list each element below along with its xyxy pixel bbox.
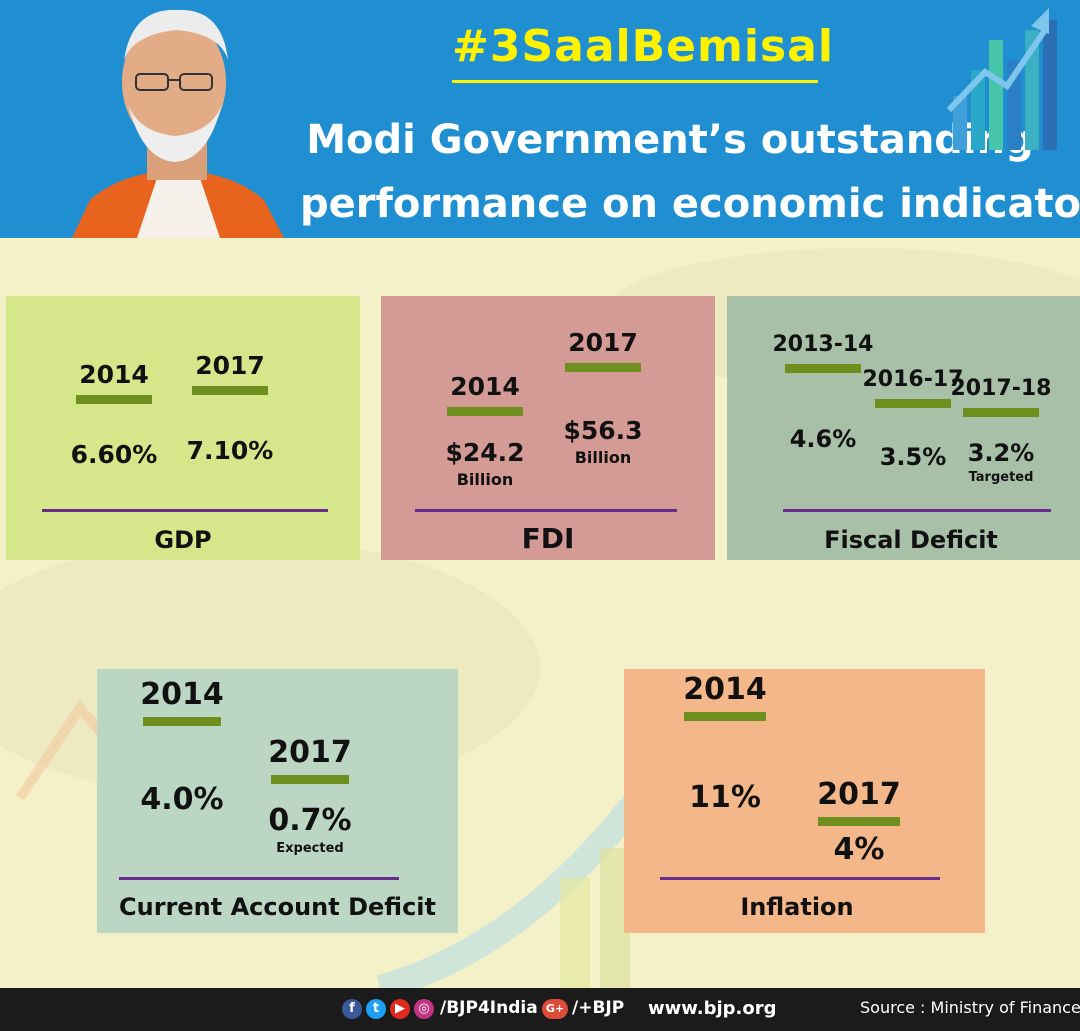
inflation-year-2014: 2014 [683, 672, 767, 707]
gdp-title: GDP [154, 526, 212, 554]
cad-bar-2014 [143, 717, 221, 877]
fiscal-bar-2017-18 [963, 408, 1039, 509]
gdp-value-2017: 7.10% [186, 435, 274, 465]
gdp-panel: 2014 2017 6.60% 7.10% GDP [6, 296, 360, 560]
fdi-baseline [415, 509, 677, 512]
cad-title: Current Account Deficit [119, 893, 436, 921]
gdp-bar-2017 [192, 386, 268, 509]
headline-line-1: Modi Government’s outstanding [306, 117, 1034, 163]
current-account-deficit-panel: 2014 2017 4.0% 0.7% Expected Current Acc… [97, 669, 458, 933]
inflation-bar-2014 [684, 712, 766, 877]
growth-chart-icon [946, 8, 1057, 150]
fiscal-title: Fiscal Deficit [824, 526, 998, 554]
fiscal-baseline [783, 509, 1051, 512]
inflation-baseline [660, 877, 940, 880]
gdp-bar-2014 [76, 395, 152, 509]
bar-cap [684, 712, 766, 721]
hashtag-title: #3SaalBemisal [452, 21, 834, 72]
cad-year-2017: 2017 [268, 735, 352, 770]
fiscal-year-2013-14: 2013-14 [772, 332, 874, 357]
headline: Modi Government’s outstanding performanc… [300, 108, 1080, 236]
twitter-icon[interactable]: t [366, 999, 386, 1019]
gplus-handle[interactable]: /+BJP [572, 998, 625, 1018]
bar-cap [271, 775, 349, 784]
gdp-year-2014: 2014 [79, 360, 149, 389]
inflation-bar-2017 [818, 817, 900, 877]
source-note: Source : Ministry of Finance [860, 998, 1080, 1017]
leader-portrait [72, 9, 284, 238]
inflation-value-2017: 4% [833, 832, 885, 867]
fiscal-note-2017-18: Targeted [968, 470, 1034, 486]
bar-cap [875, 399, 951, 408]
youtube-icon[interactable]: ▶ [390, 999, 410, 1019]
fdi-value-2014: $24.2 [445, 438, 525, 468]
bar-cap [143, 717, 221, 726]
fdi-bar-2017 [565, 363, 641, 509]
fdi-year-2014: 2014 [450, 372, 520, 401]
inflation-value-2014: 11% [689, 779, 761, 815]
fdi-unit-2014: Billion [456, 470, 514, 490]
cad-value-2017: 0.7% [268, 803, 352, 838]
instagram-icon[interactable]: ◎ [414, 999, 434, 1019]
gdp-baseline [42, 509, 328, 512]
fdi-bar-2014 [447, 407, 523, 509]
gdp-year-2017: 2017 [195, 351, 265, 380]
bar-cap [785, 364, 861, 373]
fdi-value-2017: $56.3 [563, 416, 643, 446]
header-banner: #3SaalBemisal Modi Government’s outstand… [0, 0, 1080, 238]
cad-baseline [119, 877, 399, 880]
bar-cap [818, 817, 900, 826]
cad-bar-2017 [271, 775, 349, 877]
fiscal-year-2017-18: 2017-18 [950, 376, 1052, 401]
gdp-value-2014: 6.60% [70, 440, 158, 470]
website-link[interactable]: www.bjp.org [648, 998, 777, 1019]
inflation-title: Inflation [740, 893, 854, 921]
fiscal-bar-2016-17 [875, 399, 951, 509]
bar-cap [565, 363, 641, 372]
fiscal-deficit-panel: 2013-14 2016-17 2017-18 4.6% 3.5% 3.2% T… [727, 296, 1080, 560]
inflation-panel: 2014 2017 11% 4% Inflation [624, 669, 985, 933]
fdi-panel: 2014 2017 $24.2 $56.3 Billion Billion FD… [381, 296, 715, 560]
fdi-title: FDI [521, 522, 575, 555]
inflation-year-2017: 2017 [817, 777, 901, 812]
bar-cap [76, 395, 152, 404]
fdi-unit-2017: Billion [574, 448, 632, 468]
fdi-year-2017: 2017 [568, 328, 638, 357]
facebook-icon[interactable]: f [342, 999, 362, 1019]
fiscal-year-2016-17: 2016-17 [862, 367, 964, 392]
headline-line-2: performance on economic indicators [300, 181, 1080, 227]
bar-cap [447, 407, 523, 416]
fiscal-value-2017-18: 3.2% [967, 439, 1035, 468]
cad-note-2017: Expected [276, 841, 344, 856]
cad-year-2014: 2014 [140, 677, 224, 712]
google-plus-icon[interactable]: G+ [542, 999, 568, 1019]
hashtag-underline [452, 80, 818, 83]
fiscal-value-2016-17: 3.5% [879, 442, 947, 471]
cad-value-2014: 4.0% [140, 782, 224, 817]
bar-cap [192, 386, 268, 395]
fiscal-value-2013-14: 4.6% [789, 425, 857, 454]
bar-cap [963, 408, 1039, 417]
social-handle[interactable]: /BJP4India [440, 998, 538, 1018]
fiscal-bar-2013-14 [785, 364, 861, 509]
footer-bar: f t ▶ ◎ /BJP4India G+ /+BJP www.bjp.org … [0, 988, 1080, 1031]
